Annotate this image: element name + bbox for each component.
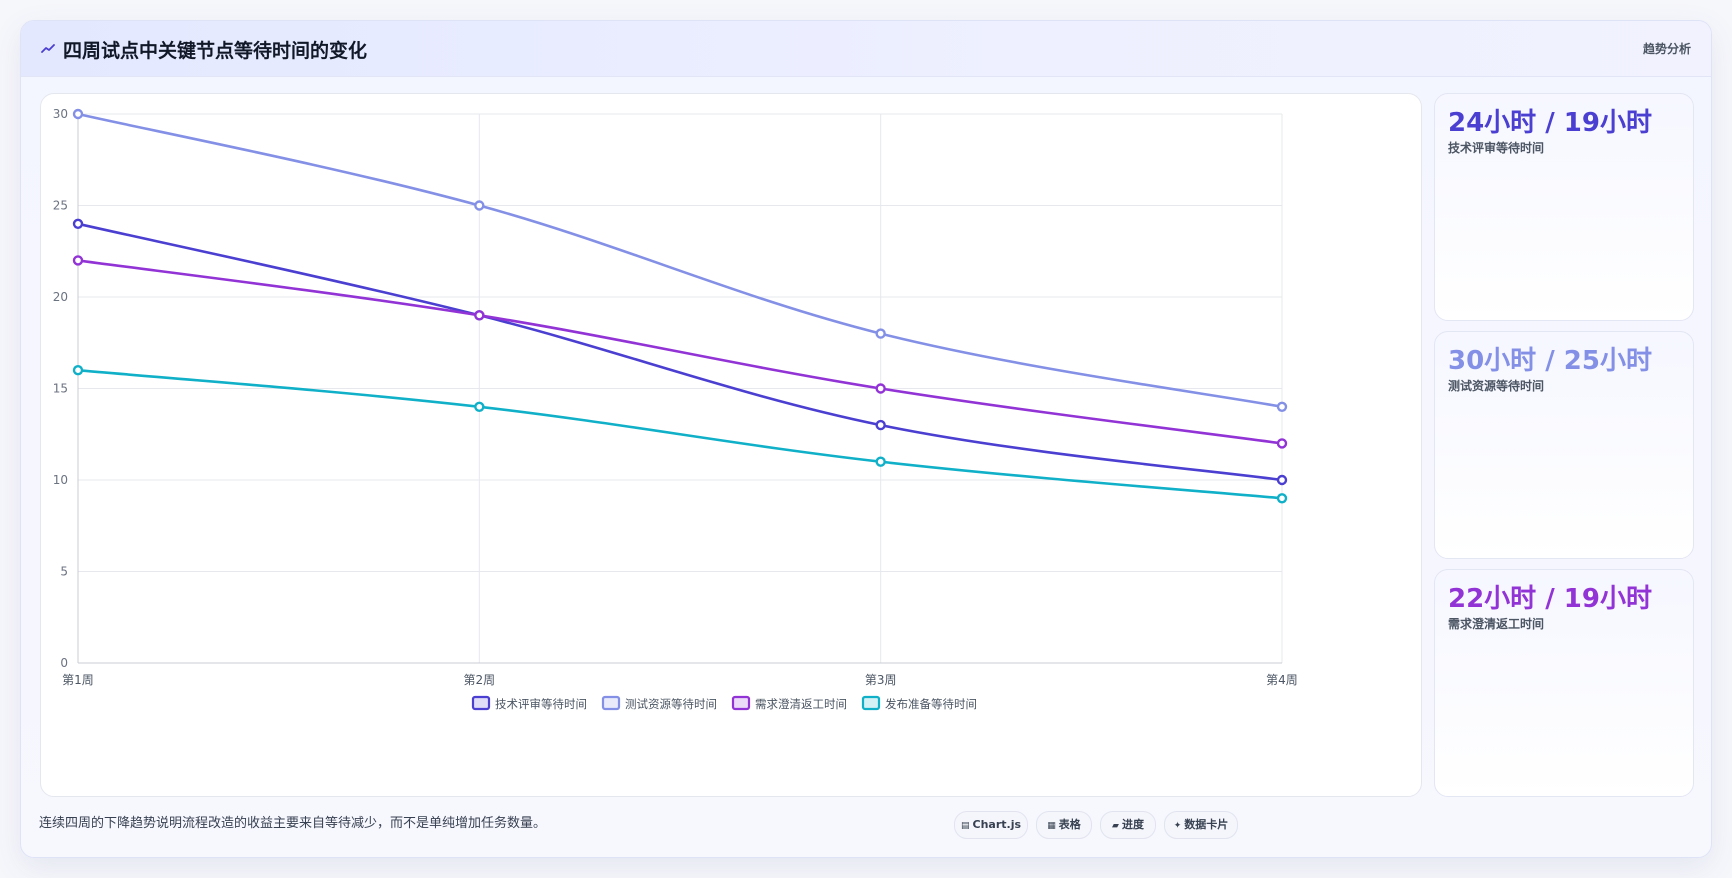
card-header: 四周试点中关键节点等待时间的变化 趋势分析 bbox=[21, 21, 1711, 77]
stat-label: 技术评审等待时间 bbox=[1448, 141, 1545, 155]
x-tick-label: 第1周 bbox=[62, 673, 94, 687]
progress-icon: ▰ bbox=[1112, 821, 1119, 831]
y-tick-label: 5 bbox=[60, 565, 68, 579]
data-point bbox=[474, 200, 485, 211]
x-tick-label: 第2周 bbox=[464, 673, 496, 687]
legend-label: 发布准备等待时间 bbox=[885, 697, 977, 711]
footer-note: 连续四周的下降趋势说明流程改造的收益主要来自等待减少，而不是单纯增加任务数量。 bbox=[39, 816, 547, 831]
stat-value: 22小时 / 19小时 bbox=[1448, 584, 1652, 614]
data-card-button[interactable]: ✦ 数据卡片 bbox=[1164, 811, 1238, 839]
y-tick-label: 15 bbox=[53, 382, 68, 396]
trend-icon bbox=[41, 44, 55, 53]
series-line bbox=[77, 222, 1283, 482]
series-line bbox=[77, 259, 1283, 445]
report-card: 四周试点中关键节点等待时间的变化 趋势分析 0 5 10 15 20 25 30 第1周 第2周… bbox=[20, 20, 1712, 858]
legend-swatch bbox=[471, 695, 491, 711]
stat-value: 30小时 / 25小时 bbox=[1448, 346, 1652, 376]
y-tick-label: 30 bbox=[53, 107, 68, 121]
y-tick-label: 10 bbox=[53, 473, 68, 487]
button-label: 表格 bbox=[1058, 818, 1081, 831]
stat-card-tech-review: 24小时 / 19小时 技术评审等待时间 bbox=[1434, 93, 1694, 321]
data-point bbox=[1276, 493, 1288, 504]
stat-label: 测试资源等待时间 bbox=[1448, 379, 1545, 393]
data-point bbox=[72, 218, 84, 230]
legend-swatch bbox=[861, 695, 881, 711]
data-point bbox=[72, 108, 84, 120]
stat-card-test-resource: 30小时 / 25小时 测试资源等待时间 bbox=[1434, 331, 1694, 559]
legend-swatch bbox=[731, 695, 751, 711]
stat-label: 需求澄清返工时间 bbox=[1448, 617, 1545, 631]
data-point bbox=[875, 419, 886, 431]
y-tick-label: 25 bbox=[53, 199, 68, 213]
chart-icon: ▤ bbox=[960, 821, 970, 831]
x-tick-label: 第3周 bbox=[865, 673, 897, 687]
legend-label: 技术评审等待时间 bbox=[495, 697, 587, 711]
data-point bbox=[875, 328, 886, 339]
data-point bbox=[474, 401, 485, 412]
button-label: 数据卡片 bbox=[1184, 818, 1229, 831]
legend-swatch bbox=[601, 695, 621, 711]
chart-panel: 0 5 10 15 20 25 30 第1周 第2周 第3周 第4周技术评审等待时间 测试资源等待时间… bbox=[40, 93, 1422, 797]
data-point bbox=[72, 255, 84, 266]
chartjs-button[interactable]: ▤ Chart.js bbox=[954, 811, 1028, 839]
data-point bbox=[875, 456, 886, 467]
progress-button[interactable]: ▰ 进度 bbox=[1100, 811, 1156, 839]
data-point bbox=[875, 383, 886, 394]
data-point bbox=[72, 365, 84, 376]
data-point bbox=[1276, 474, 1288, 486]
x-tick-label: 第4周 bbox=[1266, 673, 1298, 687]
card-icon: ✦ bbox=[1173, 821, 1182, 831]
analysis-badge: 趋势分析 bbox=[1642, 42, 1691, 56]
table-button[interactable]: ▦ 表格 bbox=[1036, 811, 1092, 839]
data-point bbox=[1276, 401, 1288, 412]
data-point bbox=[474, 310, 485, 321]
legend-label: 需求澄清返工时间 bbox=[755, 697, 847, 711]
data-point bbox=[1276, 438, 1288, 449]
series-line bbox=[77, 112, 1283, 409]
page-title: 四周试点中关键节点等待时间的变化 bbox=[63, 40, 368, 62]
button-label: 进度 bbox=[1121, 818, 1144, 831]
series-line bbox=[77, 368, 1283, 500]
table-icon: ▦ bbox=[1047, 821, 1056, 831]
legend-label: 测试资源等待时间 bbox=[625, 697, 717, 711]
stat-card-requirement-rework: 22小时 / 19小时 需求澄清返工时间 bbox=[1434, 569, 1694, 797]
stat-value: 24小时 / 19小时 bbox=[1448, 108, 1652, 138]
y-tick-label: 0 bbox=[60, 656, 68, 670]
y-tick-label: 20 bbox=[53, 290, 68, 304]
button-label: Chart.js bbox=[972, 818, 1022, 831]
